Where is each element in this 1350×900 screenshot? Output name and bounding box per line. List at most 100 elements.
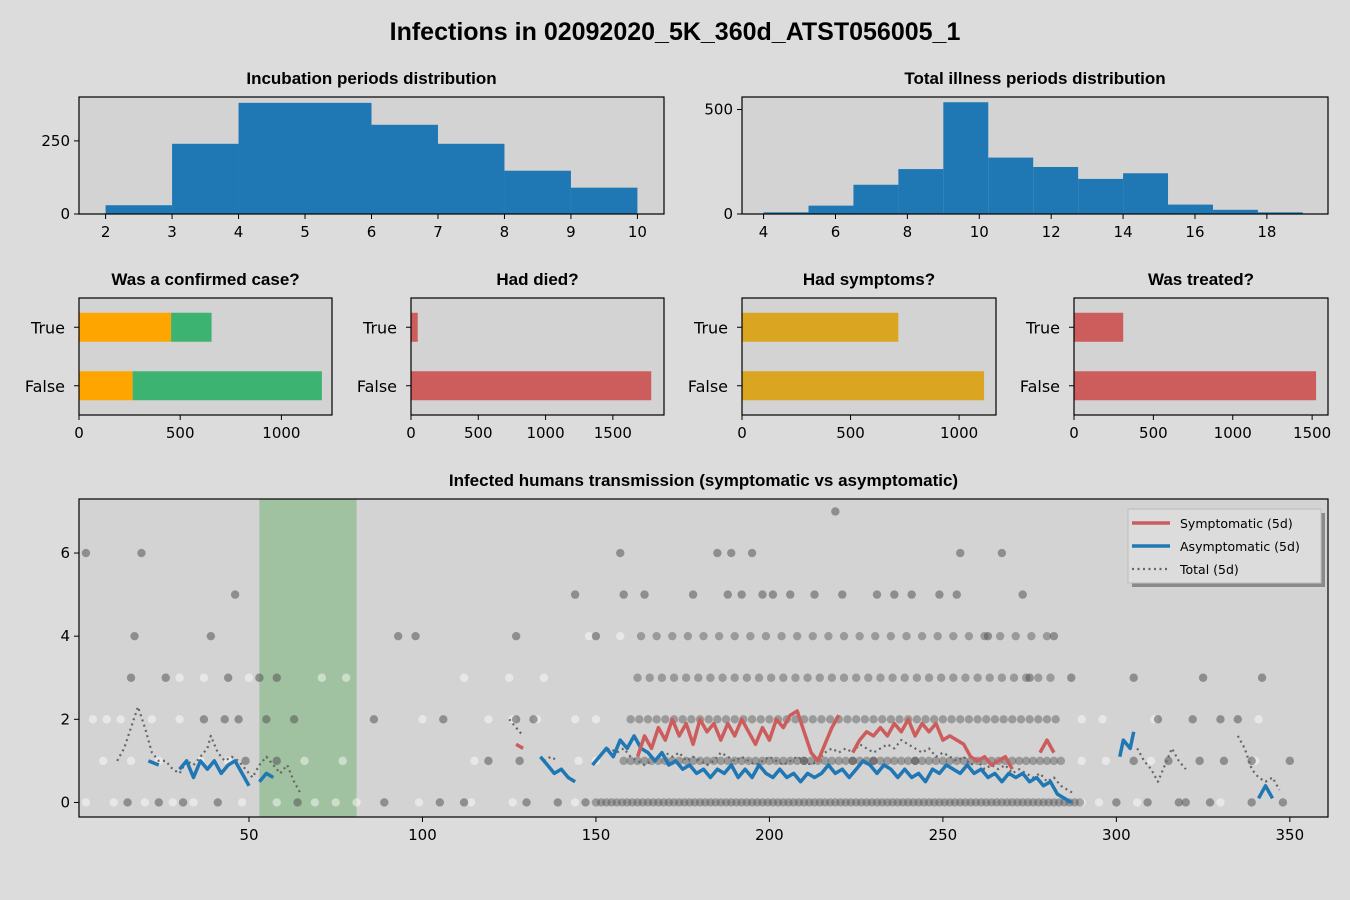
x-tick-label: 500 [1139, 424, 1168, 442]
scatter-point [484, 756, 493, 766]
histogram-bar [371, 124, 438, 214]
series-line [116, 705, 302, 795]
scatter-point [956, 798, 965, 807]
scatter-point [1039, 798, 1048, 807]
x-tick-label: 8 [500, 223, 510, 241]
scatter-point [664, 798, 674, 807]
scatter-point-light [338, 756, 347, 766]
x-tick-label: 1000 [262, 424, 300, 442]
scatter-point-light [574, 756, 583, 766]
histogram-bar [238, 102, 306, 214]
series-line [258, 771, 275, 783]
scatter-point [1002, 798, 1012, 807]
scatter-point [886, 715, 896, 724]
legend-label: Total (5d) [1179, 562, 1239, 577]
scatter-point [827, 673, 837, 682]
category-label: False [25, 377, 65, 396]
scatter-point [768, 798, 778, 807]
scatter-point [730, 673, 739, 682]
scatter-point [766, 673, 776, 682]
scatter-point [747, 548, 757, 558]
scatter-point [987, 798, 996, 807]
scatter-point [924, 798, 934, 807]
scatter-point [872, 798, 882, 807]
series-line [635, 709, 841, 763]
scatter-point [701, 798, 710, 807]
scatter-point-light [466, 798, 476, 807]
scatter-point [1181, 798, 1190, 807]
scatter-point [1025, 673, 1034, 682]
scatter-point [792, 631, 802, 641]
x-tick-label: 500 [836, 424, 865, 442]
histogram-bar [1033, 166, 1079, 214]
scatter-point [213, 798, 222, 807]
scatter-point [1034, 715, 1043, 724]
scatter-point [983, 631, 993, 641]
series-line [539, 755, 577, 784]
bar [1074, 371, 1317, 401]
scatter-point [234, 715, 243, 724]
scatter-point [753, 798, 762, 807]
scatter-point [1205, 798, 1215, 807]
scatter-point [702, 756, 712, 766]
bar-segment [79, 371, 133, 401]
scatter-point [643, 798, 653, 807]
scatter-point [803, 673, 812, 682]
scatter-point [1028, 756, 1038, 766]
scatter-point [643, 715, 653, 724]
scatter-point-light [126, 756, 136, 766]
scatter-point [924, 756, 934, 766]
axes-frame [78, 297, 333, 416]
scatter-point [272, 756, 281, 766]
histogram-bar [305, 102, 372, 214]
scatter-point [909, 798, 918, 807]
scatter-point [890, 756, 899, 766]
scatter-point [293, 798, 302, 807]
scatter-point [1051, 715, 1060, 724]
scatter-point [529, 715, 538, 724]
scatter-point [137, 548, 146, 558]
scatter-point [912, 673, 922, 682]
x-tick-label: 0 [406, 424, 416, 442]
scatter-point [855, 631, 864, 641]
scatter-point [808, 631, 817, 641]
scatter-point [1042, 756, 1052, 766]
scatter-point [716, 798, 726, 807]
scatter-point [930, 715, 939, 724]
x-tick-label: 1500 [1293, 424, 1331, 442]
scatter-point [1035, 756, 1045, 766]
x-tick-label: 0 [737, 424, 747, 442]
category-label: True [30, 318, 65, 337]
scatter-point [1054, 798, 1064, 807]
scatter-point [794, 798, 804, 807]
scatter-point [654, 798, 663, 807]
scatter-point [723, 756, 732, 766]
scatter-point [1174, 798, 1184, 807]
treated-panel: True False Was treated? 0 500 1000 1500 [1020, 270, 1331, 442]
scatter-point [924, 673, 934, 682]
scatter-point [515, 756, 524, 766]
plot-content [81, 499, 1295, 817]
scatter-point [1042, 631, 1052, 641]
scatter-point [393, 631, 403, 641]
scatter-point [1216, 715, 1225, 724]
scatter-point [714, 631, 724, 641]
histogram-bar [437, 143, 505, 214]
scatter-point [758, 798, 767, 807]
scatter-point [838, 590, 847, 599]
scatter-point [645, 673, 654, 682]
scatter-point [619, 756, 628, 766]
scatter-point [936, 673, 946, 682]
histogram-bar [763, 212, 809, 214]
scatter-point-light [570, 715, 580, 724]
x-tick-label: 1500 [594, 424, 632, 442]
scatter-point [808, 715, 817, 724]
scatter-point [976, 798, 986, 807]
scatter-point [763, 798, 772, 807]
scatter-point [959, 756, 968, 766]
scatter-point [669, 798, 679, 807]
scatter-point [888, 673, 897, 682]
x-tick-label: 12 [1042, 223, 1061, 241]
scatter-point [635, 715, 644, 724]
